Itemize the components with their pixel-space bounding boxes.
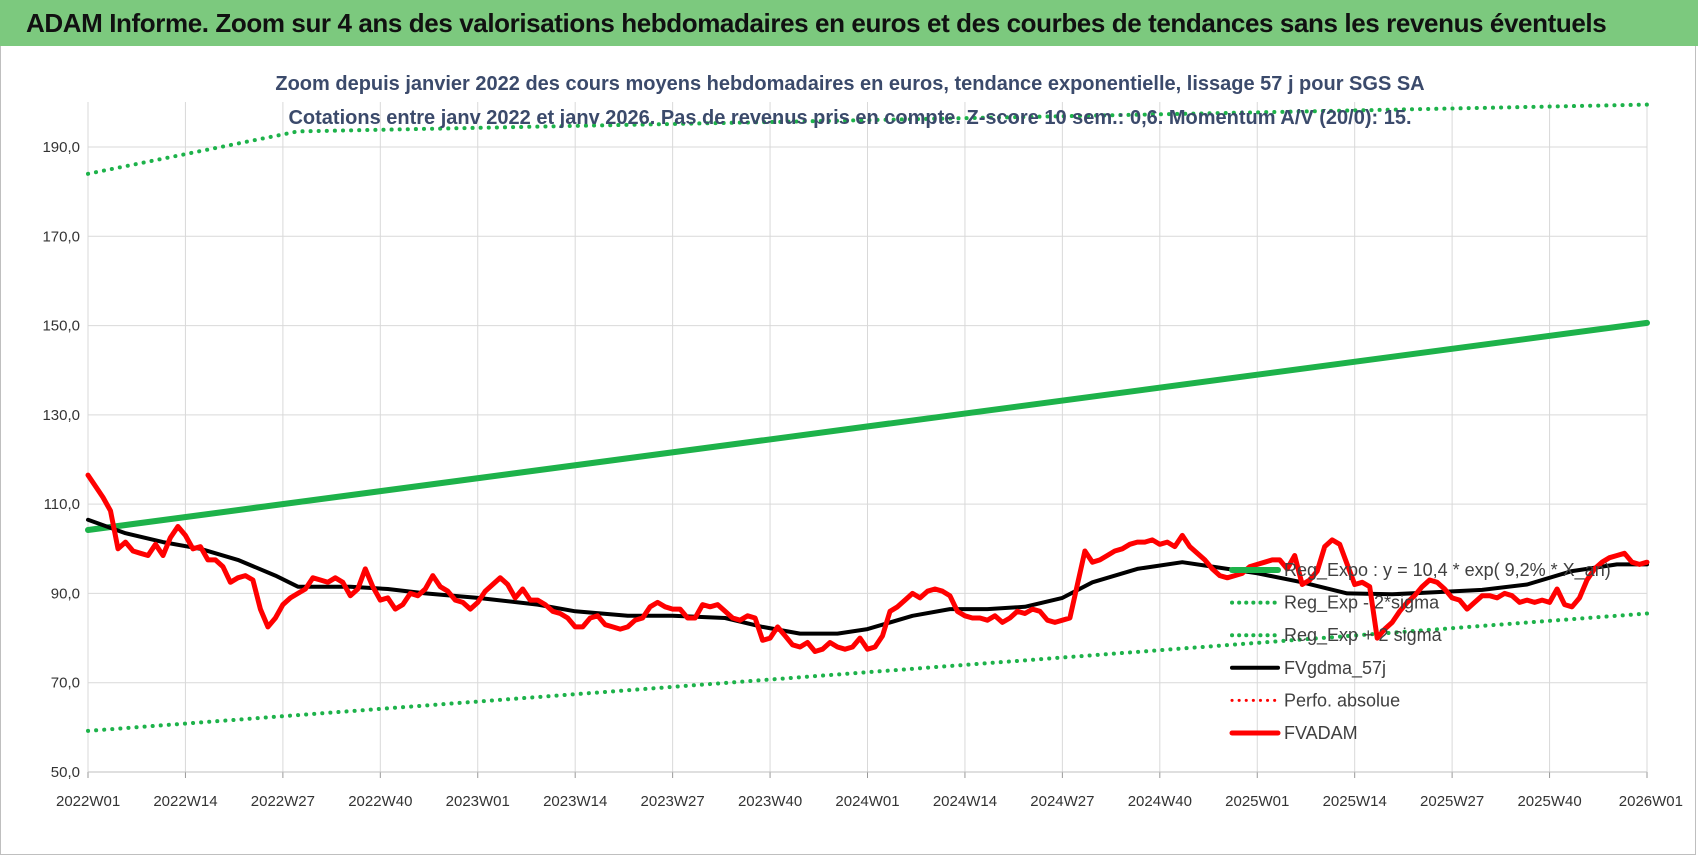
x-tick-label: 2022W40 [348,793,412,810]
y-tick-label: 50,0 [51,764,80,781]
banner-title: ADAM Informe. Zoom sur 4 ans des valoris… [26,8,1607,38]
series-layer [85,102,1650,733]
legend-fvadam-label: FVADAM [1284,723,1358,743]
y-tick-label: 190,0 [42,139,80,156]
x-tick-label: 2025W01 [1225,793,1289,810]
series-reg-expo [85,319,1650,533]
axis-labels: 50,0 70,0 90,0 110,0 130,0 150,0 170,0 190,0 202… [42,139,1683,810]
x-tick-label: 2023W01 [446,793,510,810]
y-tick-label: 170,0 [42,228,80,245]
x-tick-label: 2024W27 [1030,793,1094,810]
series-reg-minus-2sigma [86,611,1649,733]
chart-title-line1: Zoom depuis janvier 2022 des cours moyen… [275,73,1424,95]
x-tick-label: 2025W27 [1420,793,1484,810]
y-tick-label: 90,0 [51,585,80,602]
legend-reg-minus-2sigma-label: Reg_Exp - 2*sigma [1284,593,1440,614]
x-tick-label: 2023W40 [738,793,802,810]
series-fvadam [85,472,1650,654]
x-tick-label: 2024W14 [933,793,997,810]
header-banner: ADAM Informe. Zoom sur 4 ans des valoris… [0,0,1698,46]
x-tick-label: 2022W14 [153,793,217,810]
y-tick-label: 130,0 [42,407,80,424]
chart-title-line2: Cotations entre janv 2022 et janv 2026. … [288,107,1411,129]
gridlines [87,102,1648,778]
x-tick-label: 2026W01 [1619,793,1683,810]
legend-perfo-absolue-label: Perfo. absolue [1284,690,1400,710]
x-tick-label: 2022W27 [251,793,315,810]
x-tick-label: 2024W01 [835,793,899,810]
y-tick-label: 110,0 [44,496,80,513]
legend: Reg_Expo : y = 10,4 * exp( 9,2% * X_an) R… [1229,560,1611,743]
x-tick-label: 2025W40 [1517,793,1581,810]
x-tick-label: 2023W27 [641,793,705,810]
series-fvgdma-57j [86,517,1649,636]
legend-reg-expo-label: Reg_Expo : y = 10,4 * exp( 9,2% * X_an) [1284,560,1611,581]
legend-reg-plus-2sigma-label: Reg_Exp + 2 sigma [1284,625,1443,646]
chart-border [0,46,1696,855]
x-tick-label: 2022W01 [56,793,120,810]
series-reg-plus-2sigma [86,102,1649,176]
legend-fvgdma-57j-label: FVgdma_57j [1284,658,1386,679]
y-tick-label: 70,0 [51,675,80,692]
x-tick-label: 2025W14 [1323,793,1387,810]
x-tick-label: 2024W40 [1128,793,1192,810]
y-tick-label: 150,0 [42,318,80,335]
x-tick-label: 2023W14 [543,793,607,810]
